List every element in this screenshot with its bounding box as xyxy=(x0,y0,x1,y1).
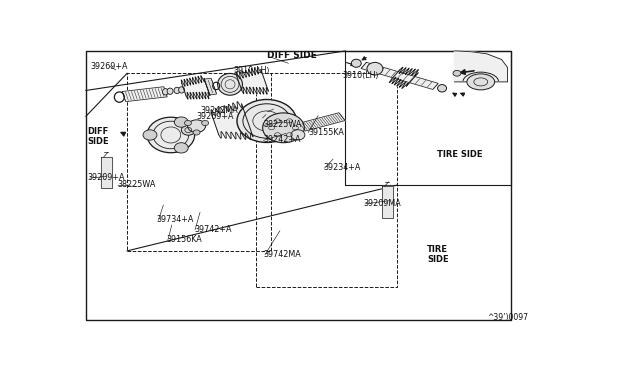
Ellipse shape xyxy=(202,121,209,126)
Ellipse shape xyxy=(174,143,188,153)
Ellipse shape xyxy=(351,59,361,67)
Polygon shape xyxy=(236,67,268,94)
Ellipse shape xyxy=(179,87,184,93)
Ellipse shape xyxy=(174,87,180,94)
Ellipse shape xyxy=(467,74,495,90)
Polygon shape xyxy=(361,62,438,89)
Text: 39155KA: 39155KA xyxy=(308,128,344,137)
Ellipse shape xyxy=(291,130,305,140)
Text: 3910⟨LH⟩: 3910⟨LH⟩ xyxy=(234,66,270,75)
Ellipse shape xyxy=(193,130,200,135)
Ellipse shape xyxy=(143,130,157,140)
Polygon shape xyxy=(204,78,216,95)
Ellipse shape xyxy=(237,99,296,142)
Ellipse shape xyxy=(453,70,461,76)
Text: 38225WA: 38225WA xyxy=(117,180,156,189)
Ellipse shape xyxy=(188,120,205,132)
Text: 39209MA: 39209MA xyxy=(364,199,401,208)
Text: 39269+A: 39269+A xyxy=(196,112,234,121)
Text: TIRE
SIDE: TIRE SIDE xyxy=(428,245,449,264)
Ellipse shape xyxy=(147,117,195,153)
Ellipse shape xyxy=(262,113,304,143)
Text: DIFF
SIDE: DIFF SIDE xyxy=(88,126,109,146)
Polygon shape xyxy=(122,87,167,102)
Ellipse shape xyxy=(167,88,173,94)
Polygon shape xyxy=(181,76,210,99)
Polygon shape xyxy=(211,102,253,140)
Polygon shape xyxy=(454,51,508,82)
Polygon shape xyxy=(381,186,393,218)
Text: 39234+A: 39234+A xyxy=(323,163,360,172)
Text: 39269+A: 39269+A xyxy=(91,62,129,71)
Text: 39742+A: 39742+A xyxy=(194,225,232,234)
Text: 39242MA: 39242MA xyxy=(200,106,238,115)
Ellipse shape xyxy=(163,89,168,95)
Text: 39209+A: 39209+A xyxy=(87,173,124,182)
Text: DIFF SIDE: DIFF SIDE xyxy=(268,51,317,60)
Text: ^39’)0097: ^39’)0097 xyxy=(486,313,528,322)
Polygon shape xyxy=(101,157,112,189)
Ellipse shape xyxy=(184,121,191,126)
Polygon shape xyxy=(300,113,345,131)
Text: 39734+A: 39734+A xyxy=(157,215,195,224)
Text: 39742MA: 39742MA xyxy=(264,250,301,259)
Text: 39156KA: 39156KA xyxy=(167,235,202,244)
Text: 39242+A: 39242+A xyxy=(264,135,301,144)
Ellipse shape xyxy=(181,125,195,135)
Ellipse shape xyxy=(174,117,188,127)
Ellipse shape xyxy=(438,84,447,92)
Polygon shape xyxy=(389,67,419,89)
Text: 3910⟨LH⟩: 3910⟨LH⟩ xyxy=(343,71,380,80)
Ellipse shape xyxy=(218,73,243,95)
Text: 38225WA: 38225WA xyxy=(264,121,302,129)
Ellipse shape xyxy=(367,62,383,75)
Text: TIRE SIDE: TIRE SIDE xyxy=(437,150,483,158)
